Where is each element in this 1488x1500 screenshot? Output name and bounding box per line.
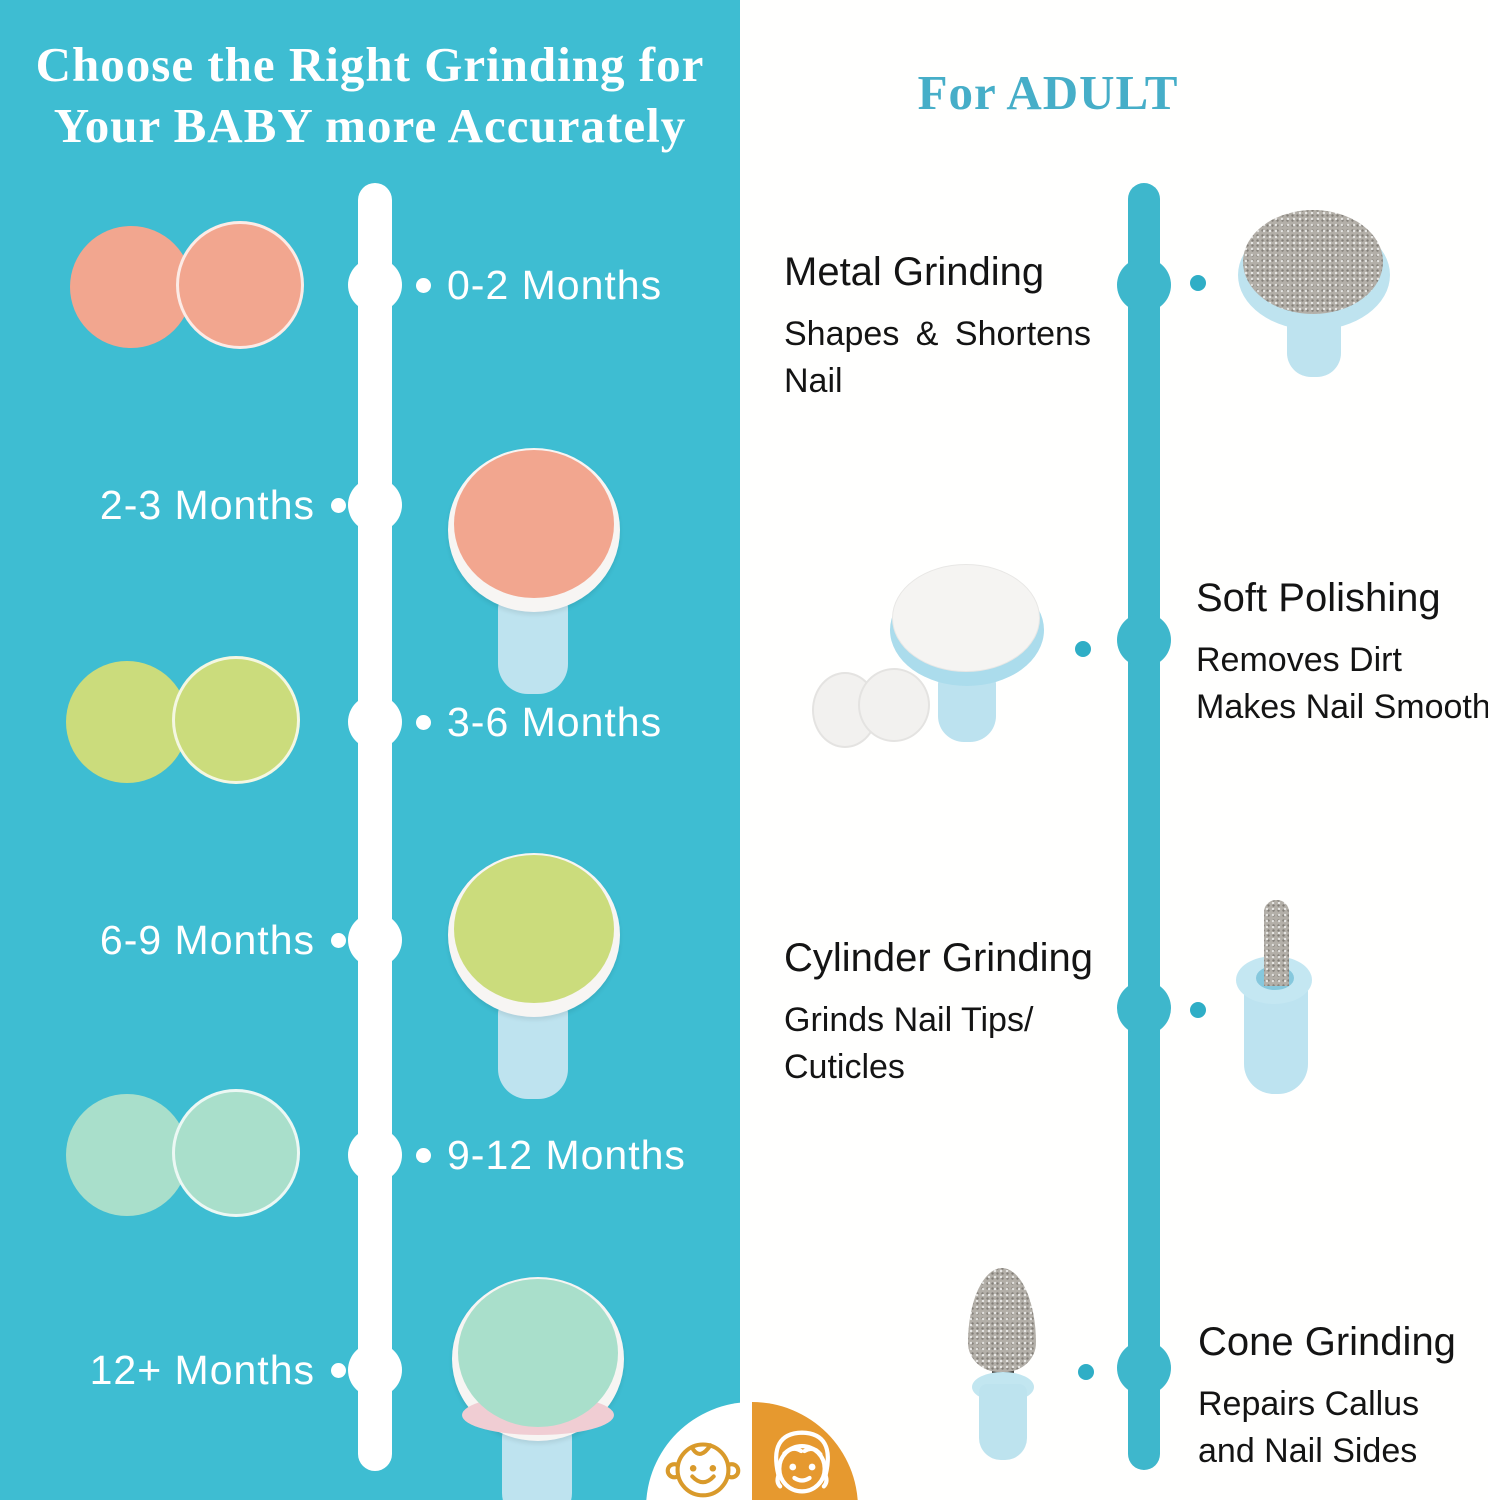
cylinder-grinding-attachment — [1236, 900, 1316, 1096]
milestone-label: 6-9 Months — [99, 916, 315, 963]
cone-grinding-attachment — [964, 1268, 1042, 1460]
timeline-node — [348, 1343, 402, 1397]
pad-circle — [70, 226, 192, 348]
entry-title: Cylinder Grinding — [784, 936, 1094, 980]
timeline-node — [348, 1128, 402, 1182]
bullet-dot — [1190, 1002, 1206, 1018]
timeline-node — [348, 695, 402, 749]
entry-title: Metal Grinding — [784, 250, 1045, 294]
entry-desc-line2: Cuticles — [784, 1048, 905, 1086]
green-attachment — [448, 853, 620, 1105]
bullet-dot — [416, 277, 431, 293]
soft-pad — [892, 564, 1040, 672]
bullet-dot — [331, 1362, 346, 1378]
attachment-pad — [454, 855, 614, 1003]
entry-desc-line1: Grinds Nail Tips/ — [784, 1001, 1034, 1039]
attachment-pad — [458, 1279, 618, 1427]
milestone-2-3: 2-3 Months — [50, 477, 346, 533]
timeline-node — [348, 478, 402, 532]
baby-title-line2: Your BABY more Accurately — [53, 98, 687, 153]
peach-attachment — [448, 448, 620, 700]
pad-circle — [172, 656, 300, 784]
adult-panel-title: For ADULT — [917, 65, 1179, 120]
green-pad-pair — [66, 656, 301, 788]
mint-attachment — [452, 1277, 624, 1500]
peach-pad-pair — [70, 221, 305, 353]
entry-cone-grinding: Cone Grinding Repairs Callus and Nail Si… — [1198, 1320, 1456, 1475]
timeline-node — [348, 258, 402, 312]
metal-grinding-attachment — [1238, 210, 1390, 378]
soft-polishing-attachment — [888, 564, 1048, 744]
baby-adult-badge — [646, 1402, 858, 1500]
bullet-dot — [331, 497, 346, 513]
milestone-3-6: 3-6 Months — [416, 694, 662, 750]
baby-panel-title: Choose the Right Grinding for Your BABY … — [0, 34, 740, 156]
bullet-dot — [1075, 641, 1091, 657]
entry-title: Cone Grinding — [1198, 1320, 1456, 1364]
pad-circle — [172, 1089, 300, 1217]
bullet-dot — [331, 932, 346, 948]
woman-face-icon — [774, 1430, 830, 1494]
attachment-stem — [938, 676, 996, 742]
timeline-node — [1117, 613, 1171, 667]
milestone-12plus: 12+ Months — [50, 1342, 346, 1398]
milestone-label: 2-3 Months — [99, 481, 315, 528]
milestone-label: 12+ Months — [89, 1346, 315, 1393]
pad-circle — [176, 221, 304, 349]
bullet-dot — [416, 1147, 431, 1163]
soft-pad-spare — [858, 668, 930, 742]
timeline-node — [348, 913, 402, 967]
attachment-pad — [454, 450, 614, 598]
cone-bit — [968, 1268, 1036, 1372]
entry-title: Soft Polishing — [1196, 576, 1441, 620]
milestone-9-12: 9-12 Months — [416, 1127, 686, 1183]
entry-desc-line1: Removes Dirt — [1196, 641, 1402, 679]
entry-desc-line2: and Nail Sides — [1198, 1432, 1418, 1470]
bullet-dot — [416, 714, 431, 730]
timeline-node — [1117, 981, 1171, 1035]
pad-circle — [66, 661, 188, 783]
timeline-node — [1117, 258, 1171, 312]
metal-pad — [1243, 210, 1383, 314]
attachment-body — [979, 1384, 1027, 1460]
milestone-label: 3-6 Months — [447, 698, 663, 745]
mint-pad-pair — [66, 1089, 301, 1221]
baby-title-line1: Choose the Right Grinding for — [35, 37, 705, 92]
entry-desc-line2: Makes Nail Smooth — [1196, 688, 1488, 726]
milestone-0-2: 0-2 Months — [416, 257, 662, 313]
entry-soft-polishing: Soft Polishing Removes Dirt Makes Nail S… — [1196, 576, 1488, 731]
entry-desc-line1: Shapes & Shortens — [784, 315, 1091, 353]
milestone-label: 0-2 Months — [447, 261, 663, 308]
attachment-stem — [498, 598, 568, 694]
milestone-label: 9-12 Months — [447, 1131, 686, 1178]
timeline-node — [1117, 1341, 1171, 1395]
entry-desc-line2: Nail — [784, 362, 843, 400]
bullet-dot — [1078, 1364, 1094, 1380]
entry-desc-line1: Repairs Callus — [1198, 1385, 1420, 1423]
baby-face-icon — [665, 1442, 741, 1498]
pad-circle — [66, 1094, 188, 1216]
baby-timeline-bar — [358, 183, 392, 1471]
attachment-stem — [498, 1003, 568, 1099]
bullet-dot — [1190, 275, 1206, 291]
milestone-6-9: 6-9 Months — [50, 912, 346, 968]
entry-cylinder-grinding: Cylinder Grinding Grinds Nail Tips/ Cuti… — [784, 936, 1093, 1091]
entry-metal-grinding: Metal Grinding Shapes & Shortens Nail — [784, 250, 1091, 405]
cylinder-bit — [1264, 900, 1289, 986]
adult-timeline-bar — [1128, 183, 1160, 1470]
